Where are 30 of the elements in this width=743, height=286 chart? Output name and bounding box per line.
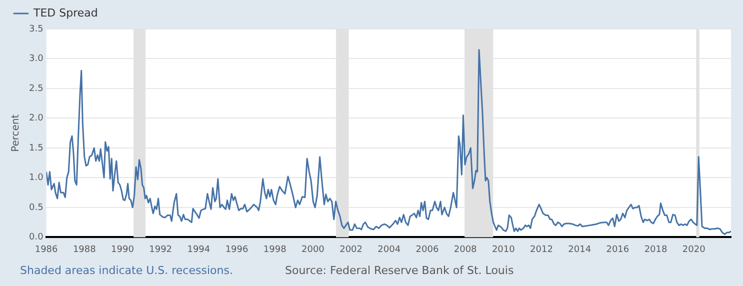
x-tick-label: 2004 xyxy=(378,244,401,255)
x-tick-label: 1994 xyxy=(187,244,210,255)
x-tick-label: 2008 xyxy=(454,244,478,255)
y-tick-label: 3.0 xyxy=(28,54,44,64)
y-axis-title: Percent xyxy=(10,114,22,152)
x-tick-label: 1992 xyxy=(149,244,172,255)
x-tick-label: 1998 xyxy=(263,244,287,255)
x-tick-label: 1996 xyxy=(225,244,248,255)
x-tick-label: 1986 xyxy=(34,244,58,255)
x-tick-label: 1990 xyxy=(111,244,134,255)
x-tick-label: 2018 xyxy=(644,244,668,255)
y-tick-label: 1.0 xyxy=(28,173,44,184)
x-tick-label: 2012 xyxy=(530,244,553,255)
x-tick-label: 2000 xyxy=(301,244,325,255)
y-tick-label: 1.5 xyxy=(28,143,44,154)
y-tick-label: 0.5 xyxy=(28,202,44,213)
x-tick-label: 2014 xyxy=(568,244,592,255)
y-tick-label: 2.0 xyxy=(28,114,44,124)
source-note: Source: Federal Reserve Bank of St. Louis xyxy=(285,264,514,277)
x-tick-label: 2002 xyxy=(340,244,362,255)
y-tick-label: 2.5 xyxy=(28,84,44,94)
y-tick-label: 0.0 xyxy=(28,232,44,243)
x-tick-label: 1988 xyxy=(72,244,96,255)
x-tick-label: 2016 xyxy=(606,244,630,255)
y-tick-label: 3.5 xyxy=(28,24,44,34)
x-tick-label: 2020 xyxy=(682,244,706,255)
legend-label: TED Spread xyxy=(32,6,98,20)
text: Shaded areas indicate U.S. recessions. xyxy=(20,264,233,277)
x-tick-label: 2010 xyxy=(492,244,516,255)
x-tick-label: 2006 xyxy=(416,244,439,255)
